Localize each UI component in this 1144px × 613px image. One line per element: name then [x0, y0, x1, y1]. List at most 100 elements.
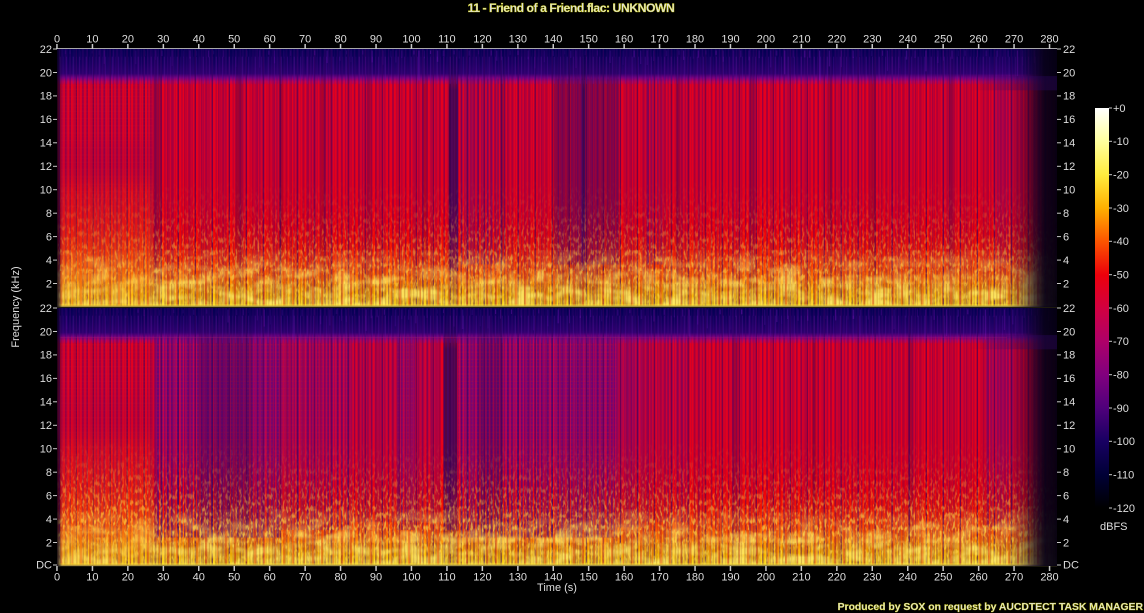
svg-text:230: 230	[863, 34, 881, 46]
svg-text:-80: -80	[1113, 370, 1129, 382]
svg-text:130: 130	[509, 572, 527, 584]
svg-text:80: 80	[334, 572, 346, 584]
svg-text:20: 20	[40, 67, 52, 79]
svg-text:6: 6	[1063, 490, 1069, 502]
svg-text:2: 2	[1063, 278, 1069, 290]
svg-text:20: 20	[122, 572, 134, 584]
svg-text:120: 120	[473, 34, 491, 46]
svg-text:16: 16	[1063, 114, 1075, 126]
svg-text:22: 22	[40, 303, 52, 315]
svg-text:+0: +0	[1113, 103, 1126, 115]
svg-text:90: 90	[370, 572, 382, 584]
svg-text:20: 20	[122, 34, 134, 46]
svg-text:10: 10	[86, 572, 98, 584]
svg-text:4: 4	[1063, 255, 1069, 267]
svg-text:8: 8	[1063, 208, 1069, 220]
svg-text:100: 100	[402, 572, 420, 584]
svg-text:dBFS: dBFS	[1100, 521, 1128, 533]
svg-text:0: 0	[54, 572, 60, 584]
svg-text:150: 150	[580, 34, 598, 46]
svg-text:4: 4	[46, 514, 52, 526]
svg-text:280: 280	[1040, 572, 1058, 584]
svg-text:-20: -20	[1113, 170, 1129, 182]
svg-text:6: 6	[1063, 231, 1069, 243]
svg-text:-60: -60	[1113, 303, 1129, 315]
svg-text:240: 240	[899, 572, 917, 584]
svg-text:220: 220	[828, 572, 846, 584]
svg-text:DC: DC	[36, 560, 52, 572]
svg-text:130: 130	[509, 34, 527, 46]
svg-text:200: 200	[757, 34, 775, 46]
svg-text:140: 140	[544, 572, 562, 584]
svg-text:280: 280	[1040, 34, 1058, 46]
svg-text:-90: -90	[1113, 403, 1129, 415]
svg-text:0: 0	[54, 34, 60, 46]
svg-text:16: 16	[40, 114, 52, 126]
svg-text:160: 160	[615, 572, 633, 584]
svg-text:180: 180	[686, 572, 704, 584]
svg-text:140: 140	[544, 34, 562, 46]
svg-text:200: 200	[757, 572, 775, 584]
svg-text:60: 60	[264, 34, 276, 46]
svg-text:DC: DC	[1063, 560, 1079, 572]
svg-text:270: 270	[1005, 34, 1023, 46]
svg-text:170: 170	[650, 34, 668, 46]
svg-text:170: 170	[650, 572, 668, 584]
svg-text:100: 100	[402, 34, 420, 46]
svg-text:10: 10	[1063, 185, 1075, 197]
svg-text:260: 260	[969, 34, 987, 46]
svg-text:50: 50	[228, 572, 240, 584]
svg-text:250: 250	[934, 34, 952, 46]
svg-text:18: 18	[1063, 91, 1075, 103]
svg-text:10: 10	[1063, 444, 1075, 456]
svg-text:22: 22	[1063, 44, 1075, 56]
svg-text:50: 50	[228, 34, 240, 46]
svg-text:20: 20	[40, 326, 52, 338]
svg-text:11 - Friend of a Friend.flac:: 11 - Friend of a Friend.flac: UNKNOWN	[468, 1, 675, 15]
svg-text:8: 8	[46, 208, 52, 220]
svg-text:2: 2	[46, 537, 52, 549]
svg-text:Produced by SOX on request by: Produced by SOX on request by AUCDTECT T…	[838, 602, 1144, 613]
svg-text:-120: -120	[1113, 503, 1135, 515]
svg-text:210: 210	[792, 572, 810, 584]
svg-text:-10: -10	[1113, 136, 1129, 148]
svg-text:2: 2	[46, 278, 52, 290]
svg-text:2: 2	[1063, 537, 1069, 549]
svg-text:8: 8	[46, 467, 52, 479]
svg-text:190: 190	[721, 34, 739, 46]
svg-text:150: 150	[580, 572, 598, 584]
svg-text:18: 18	[40, 91, 52, 103]
svg-text:210: 210	[792, 34, 810, 46]
svg-text:60: 60	[264, 572, 276, 584]
svg-text:8: 8	[1063, 467, 1069, 479]
svg-text:260: 260	[969, 572, 987, 584]
svg-text:80: 80	[334, 34, 346, 46]
svg-text:22: 22	[40, 44, 52, 56]
svg-text:18: 18	[40, 350, 52, 362]
svg-text:10: 10	[40, 185, 52, 197]
svg-text:40: 40	[193, 572, 205, 584]
svg-text:14: 14	[40, 397, 52, 409]
svg-text:90: 90	[370, 34, 382, 46]
svg-text:16: 16	[40, 373, 52, 385]
svg-text:10: 10	[40, 444, 52, 456]
svg-text:30: 30	[157, 34, 169, 46]
svg-text:70: 70	[299, 572, 311, 584]
svg-text:12: 12	[1063, 161, 1075, 173]
svg-text:-100: -100	[1113, 436, 1135, 448]
svg-text:-70: -70	[1113, 336, 1129, 348]
svg-text:6: 6	[46, 231, 52, 243]
svg-text:12: 12	[40, 420, 52, 432]
svg-text:20: 20	[1063, 67, 1075, 79]
svg-text:14: 14	[40, 138, 52, 150]
svg-text:6: 6	[46, 490, 52, 502]
svg-text:20: 20	[1063, 326, 1075, 338]
svg-text:240: 240	[899, 34, 917, 46]
svg-text:18: 18	[1063, 350, 1075, 362]
svg-text:-50: -50	[1113, 270, 1129, 282]
svg-text:220: 220	[828, 34, 846, 46]
svg-text:180: 180	[686, 34, 704, 46]
svg-text:250: 250	[934, 572, 952, 584]
svg-text:-110: -110	[1113, 470, 1134, 482]
svg-text:12: 12	[1063, 420, 1075, 432]
